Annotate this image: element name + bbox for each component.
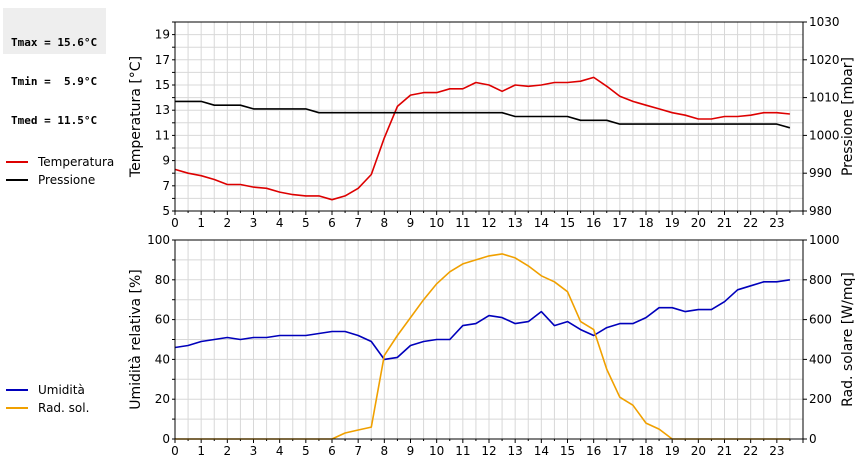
- x-tick-label: 9: [407, 444, 415, 458]
- y2-tick-label: 200: [809, 392, 832, 406]
- y2-axis-title: Rad. solare [W/mq]: [840, 272, 856, 407]
- x-tick-label: 4: [276, 444, 284, 458]
- temperature-pressure-chart: 0 1 2 3 4 5 6 7 8 9 10 11 12 13 14 15 16 17 18 19 20 21 22 2357…: [6, 15, 856, 230]
- x-tick-label: 23: [769, 444, 784, 458]
- y-tick-label: 20: [155, 392, 170, 406]
- series-line-temperatura: [174, 76, 790, 201]
- x-tick-label: 21: [717, 444, 732, 458]
- y-tick-label: 19: [155, 28, 170, 42]
- x-tick-label: 9: [407, 216, 415, 230]
- legend-label: Umidità: [38, 383, 85, 397]
- x-tick-label: 4: [276, 216, 284, 230]
- x-tick-label: 14: [534, 216, 549, 230]
- y2-axis-title: Pressione [mbar]: [840, 57, 856, 176]
- x-tick-label: 17: [612, 216, 627, 230]
- x-tick-label: 10: [429, 444, 444, 458]
- x-tick-label: 2: [224, 216, 232, 230]
- y-tick-label: 100: [147, 233, 170, 247]
- x-tick-label: 15: [560, 216, 575, 230]
- series-line-rad-sol: [175, 253, 790, 440]
- x-tick-label: 22: [743, 444, 758, 458]
- x-tick-label: 22: [743, 216, 758, 230]
- x-tick-label: 10: [429, 216, 444, 230]
- x-tick-label: 6: [328, 444, 336, 458]
- x-tick-label: 13: [508, 444, 523, 458]
- plot-frame: [174, 21, 804, 212]
- y-tick-label: 11: [155, 128, 170, 142]
- y-tick-label: 17: [155, 53, 170, 67]
- x-tick-label: 21: [717, 216, 732, 230]
- x-tick-label: 16: [586, 444, 601, 458]
- x-tick-label: 19: [665, 444, 680, 458]
- humidity-radiation-chart: 0 1 2 3 4 5 6 7 8 9 10 11 12 13 14 15 16 17 18 19 20 21 22 2302…: [6, 233, 856, 458]
- x-tick-label: 20: [691, 444, 706, 458]
- legend-label: Rad. sol.: [38, 401, 89, 415]
- x-tick-label: 23: [769, 216, 784, 230]
- x-tick-label: 14: [534, 444, 549, 458]
- y2-tick-label: 980: [809, 204, 832, 218]
- y-tick-label: 5: [162, 204, 170, 218]
- y-tick-label: 0: [162, 432, 170, 446]
- x-tick-label: 3: [250, 444, 258, 458]
- y2-tick-label: 990: [809, 166, 832, 180]
- stats-box: Tmax = 15.6°C Tmin = 5.9°C Tmed = 11.5°C: [3, 8, 106, 127]
- x-tick-label: 1: [197, 444, 205, 458]
- x-tick-label: 18: [638, 444, 653, 458]
- legend-label: Temperatura: [37, 155, 114, 169]
- x-tick-label: 7: [354, 444, 362, 458]
- y2-tick-label: 1000: [809, 233, 840, 247]
- x-tick-label: 5: [302, 444, 310, 458]
- x-tick-label: 13: [508, 216, 523, 230]
- x-tick-label: 16: [586, 216, 601, 230]
- x-tick-label: 2: [224, 444, 232, 458]
- series-line-pressione: [175, 100, 791, 129]
- y2-tick-label: 400: [809, 352, 832, 366]
- stat-tmed: Tmed = 11.5°C: [11, 114, 98, 127]
- y2-tick-label: 600: [809, 313, 832, 327]
- x-tick-label: 20: [691, 216, 706, 230]
- y-tick-label: 15: [155, 78, 170, 92]
- x-tick-label: 1: [197, 216, 205, 230]
- y-tick-label: 9: [162, 154, 170, 168]
- x-tick-label: 11: [455, 216, 470, 230]
- legend-label: Pressione: [38, 173, 95, 187]
- y-axis-title: Temperatura [°C]: [128, 56, 144, 178]
- stat-tmax: Tmax = 15.6°C: [11, 36, 98, 49]
- series-line-umidit: [174, 279, 791, 361]
- x-tick-label: 7: [354, 216, 362, 230]
- x-tick-label: 0: [171, 216, 179, 230]
- plot-frame: [174, 239, 804, 440]
- y2-tick-label: 1020: [809, 53, 840, 67]
- y2-tick-label: 1000: [809, 128, 840, 142]
- y-tick-label: 13: [155, 103, 170, 117]
- y2-tick-label: 1030: [809, 15, 840, 29]
- x-tick-label: 11: [455, 444, 470, 458]
- y-tick-label: 80: [155, 273, 170, 287]
- x-tick-label: 8: [381, 216, 389, 230]
- x-tick-label: 6: [328, 216, 336, 230]
- y2-tick-label: 1010: [809, 91, 840, 105]
- y-axis-title: Umidità relativa [%]: [128, 269, 144, 410]
- y2-tick-label: 800: [809, 273, 832, 287]
- y-tick-label: 7: [162, 179, 170, 193]
- x-tick-label: 3: [250, 216, 258, 230]
- y-tick-label: 60: [155, 313, 170, 327]
- x-tick-label: 12: [481, 444, 496, 458]
- x-tick-label: 15: [560, 444, 575, 458]
- x-tick-label: 0: [171, 444, 179, 458]
- x-tick-label: 5: [302, 216, 310, 230]
- x-tick-label: 8: [381, 444, 389, 458]
- stat-tmin: Tmin = 5.9°C: [11, 75, 98, 88]
- x-tick-label: 17: [612, 444, 627, 458]
- x-tick-label: 18: [638, 216, 653, 230]
- x-tick-label: 12: [481, 216, 496, 230]
- y2-tick-label: 0: [809, 432, 817, 446]
- x-tick-label: 19: [665, 216, 680, 230]
- y-tick-label: 40: [155, 352, 170, 366]
